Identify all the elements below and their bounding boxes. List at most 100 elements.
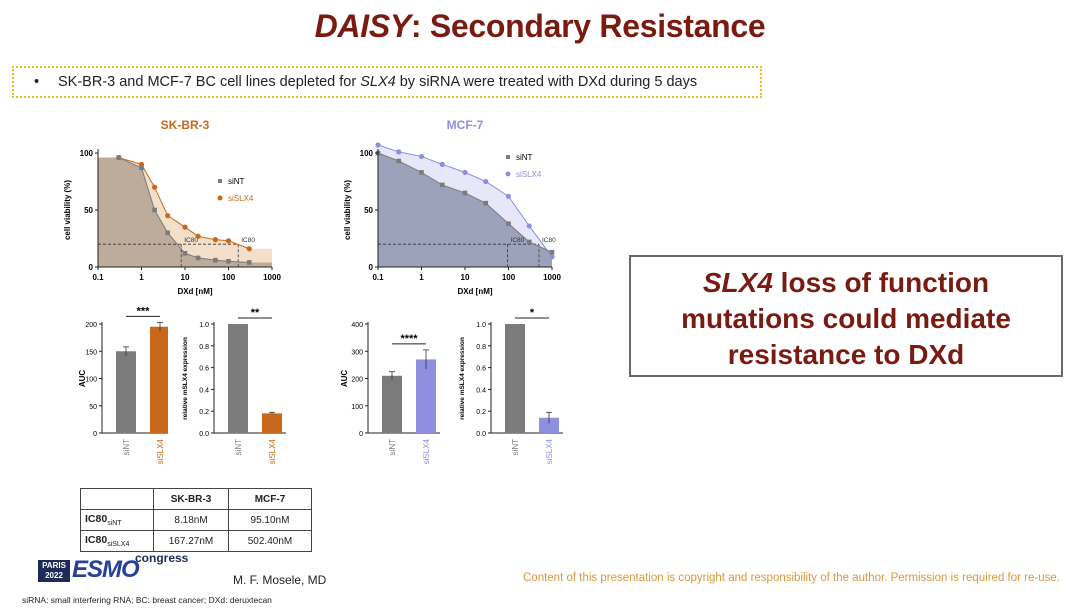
sint-point <box>116 155 122 160</box>
table-row-label: IC80siNT <box>80 509 154 531</box>
callout-line1-rest: loss of function <box>772 267 990 298</box>
legend-sislx4-label: siSLX4 <box>228 194 254 203</box>
sint-point <box>246 260 252 265</box>
y-tick-label: 0 <box>369 263 374 272</box>
y-axis-label: cell viability (%) <box>343 180 352 240</box>
banner-post: by siRNA were treated with DXd during 5 … <box>395 74 698 90</box>
y-axis-label: relative mSLX4 expression <box>182 337 189 420</box>
summary-banner: • SK-BR-3 and MCF-7 BC cell lines deplet… <box>12 66 762 98</box>
table-row: IC80siSLX4 167.27nM 502.40nM <box>80 530 312 552</box>
mcf7-dose-response-chart: MCF-7 IC80 IC80 0.1 1 10 100 1000 0 50 100 DXd [nM]… <box>343 118 561 296</box>
slide-title: DAISY: Secondary Resistance <box>0 8 1080 45</box>
y-tick-label: 300 <box>351 349 363 356</box>
table-cell: 8.18nM <box>153 509 229 531</box>
banner-pre: SK-BR-3 and MCF-7 BC cell lines depleted… <box>58 74 361 90</box>
legend-sint-swatch <box>506 155 510 159</box>
sint-point <box>213 257 218 263</box>
sint-point <box>152 207 157 213</box>
chart-title: SK-BR-3 <box>161 118 210 132</box>
y-tick-label: 100 <box>80 149 94 158</box>
y-tick-label: 200 <box>85 322 97 329</box>
x-tick-label: 1 <box>419 273 424 282</box>
y-tick-label: 50 <box>89 404 97 411</box>
ic80-label: IC80 <box>511 237 525 244</box>
author: M. F. Mosele, MD <box>233 573 327 587</box>
significance-label: *** <box>137 305 151 317</box>
sislx4-point <box>212 237 219 243</box>
x-axis-label: DXd [nM] <box>177 287 212 296</box>
sint-point <box>439 182 445 188</box>
sint-point <box>139 165 144 171</box>
y-tick-label: 0.8 <box>476 344 486 351</box>
y-tick-label: 1.0 <box>476 322 486 329</box>
y-tick-label: 0.4 <box>199 387 209 394</box>
x-tick-label: 0.1 <box>92 273 104 282</box>
row-label-sub: siNT <box>107 520 122 528</box>
category-label: siNT <box>511 439 520 456</box>
y-tick-label: 0.0 <box>199 431 209 438</box>
y-tick-label: 50 <box>364 206 373 215</box>
sislx4-point <box>396 149 402 155</box>
legend-sint-label: siNT <box>228 177 245 186</box>
bar-sint <box>228 324 248 433</box>
mcf7-auc-chart: 0 100 200 300 400 AUC siNT siSLX4 **** <box>340 322 440 464</box>
banner-text: SK-BR-3 and MCF-7 BC cell lines depleted… <box>58 68 697 96</box>
x-tick-label: 100 <box>222 273 236 282</box>
skbr3-expression-chart: 0.0 0.2 0.4 0.6 0.8 1.0 relative mSLX4 express… <box>182 307 286 464</box>
sislx4-point <box>418 153 425 160</box>
esmo-logo-wordmark: ESMO <box>72 556 140 583</box>
sint-point <box>462 190 468 196</box>
table-header-row: SK-BR-3 MCF-7 <box>80 488 312 510</box>
category-label: siNT <box>234 439 243 456</box>
category-label: siSLX4 <box>422 438 431 464</box>
skbr3-dose-response-chart: SK-BR-3 IC80 IC80 0.1 1 10 100 1000 0 50 100 DXd [n… <box>63 118 281 296</box>
row-label-sub: siSLX4 <box>107 541 130 549</box>
sint-point <box>483 200 489 206</box>
y-tick-label: 0.2 <box>199 409 209 416</box>
y-tick-label: 0.4 <box>476 387 486 394</box>
y-tick-label: 0.8 <box>199 344 209 351</box>
ic80-label: IC80 <box>542 237 556 244</box>
sint-point <box>182 251 188 256</box>
sint-area <box>378 153 552 267</box>
x-tick-label: 10 <box>181 273 190 282</box>
sint-point <box>506 221 511 226</box>
ic80-label: IC80 <box>184 237 198 244</box>
chart-title: MCF-7 <box>447 118 484 132</box>
sislx4-point <box>462 169 468 175</box>
table-row: IC80siNT 8.18nM 95.10nM <box>80 509 312 531</box>
legend-sislx4-swatch <box>217 195 223 201</box>
bar-sint <box>505 324 525 433</box>
sislx4-point <box>246 246 252 252</box>
y-tick-label: 50 <box>84 206 93 215</box>
y-tick-label: 0 <box>359 431 363 438</box>
legend-sint-label: siNT <box>516 153 533 162</box>
title-italic: DAISY <box>314 8 412 44</box>
y-tick-label: 0 <box>93 431 97 438</box>
sislx4-point <box>483 178 489 185</box>
table-header-cell <box>80 488 154 510</box>
sint-point <box>549 249 555 255</box>
table-cell: 95.10nM <box>228 509 312 531</box>
category-label: siNT <box>122 439 131 456</box>
y-tick-label: 100 <box>85 377 97 384</box>
copyright-notice: Content of this presentation is copyrigh… <box>523 572 1060 584</box>
sislx4-point <box>165 213 171 219</box>
sint-area <box>98 157 272 267</box>
category-label: siSLX4 <box>268 438 277 464</box>
bar-sislx4 <box>150 326 168 433</box>
sint-point <box>226 259 231 264</box>
banner-gene: SLX4 <box>360 74 396 90</box>
sislx4-point <box>549 254 555 260</box>
bar-sislx4 <box>416 359 436 433</box>
significance-label: * <box>530 307 535 319</box>
x-tick-label: 100 <box>502 273 516 282</box>
significance-label: **** <box>400 333 418 345</box>
y-axis-label: AUC <box>78 370 87 388</box>
legend-sislx4-label: siSLX4 <box>516 170 542 179</box>
ic80-table: SK-BR-3 MCF-7 IC80siNT 8.18nM 95.10nM IC… <box>80 488 312 552</box>
title-rest: : Secondary Resistance <box>410 8 766 44</box>
row-label-main: IC80 <box>85 533 108 546</box>
sint-point <box>396 158 402 164</box>
y-axis-label: cell viability (%) <box>63 180 72 240</box>
